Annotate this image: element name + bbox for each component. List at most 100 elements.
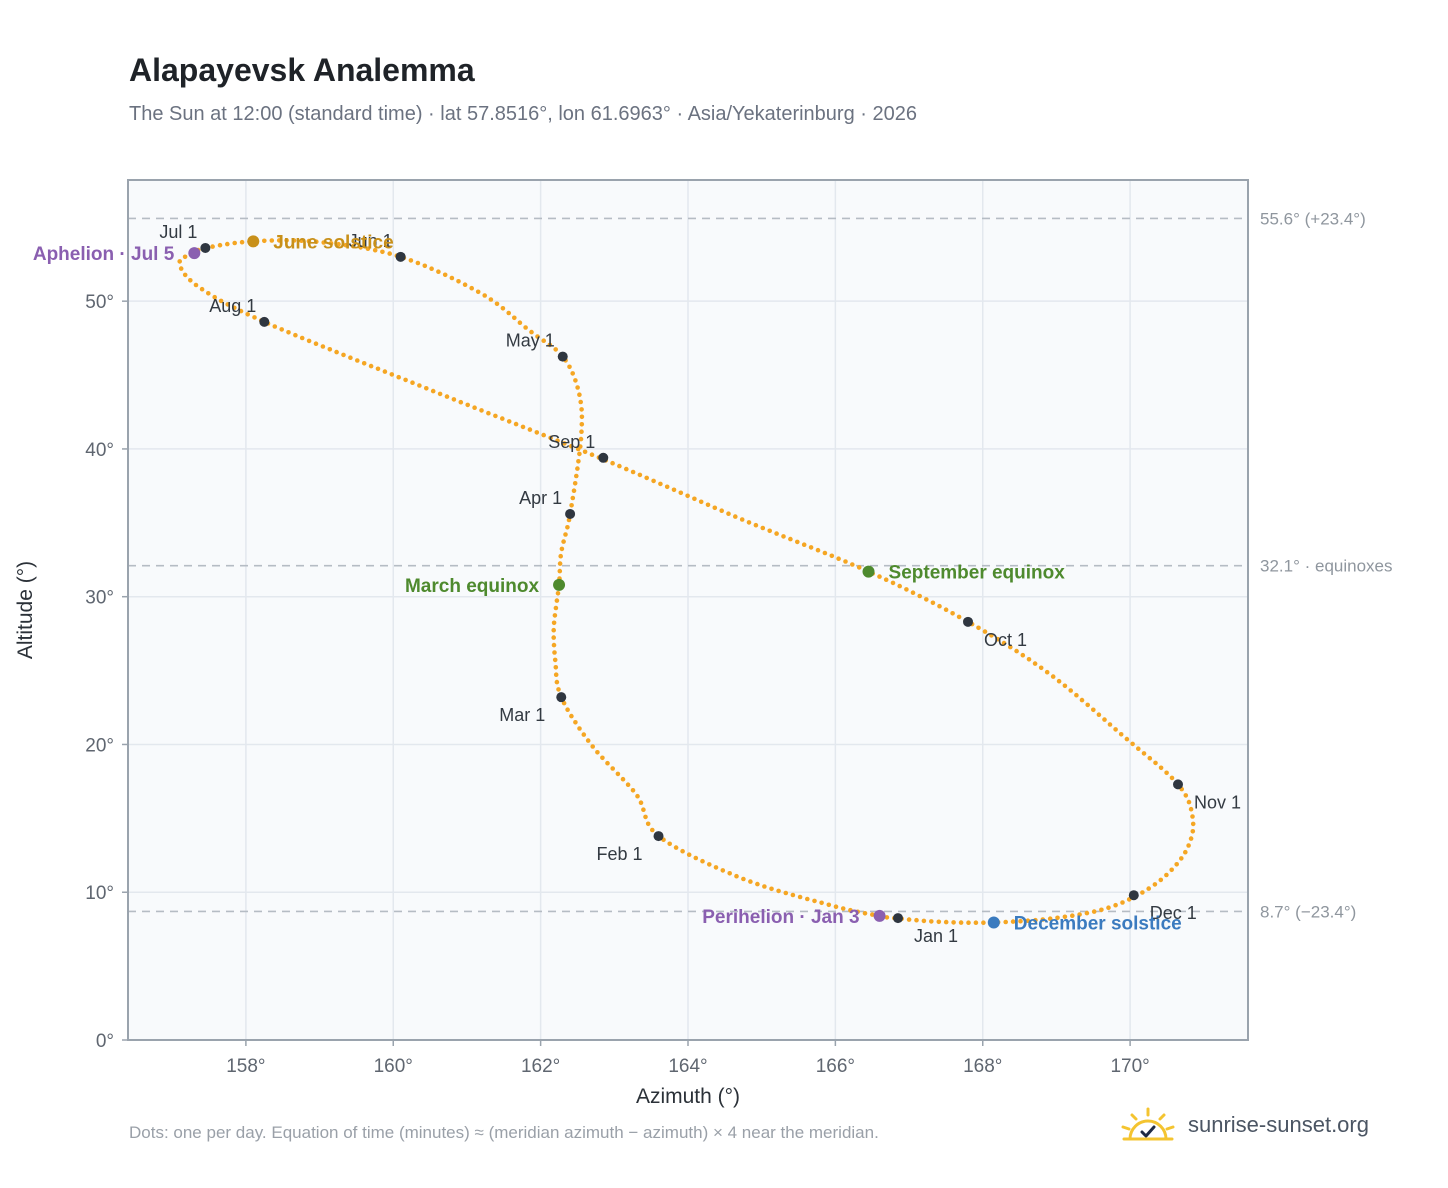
day-dot bbox=[1055, 915, 1060, 921]
day-dot bbox=[727, 871, 732, 876]
day-dot bbox=[415, 260, 421, 266]
day-dot bbox=[1190, 829, 1196, 834]
day-dot bbox=[430, 388, 436, 394]
day-dot bbox=[279, 327, 285, 332]
y-axis-label: Altitude (°) bbox=[14, 561, 37, 659]
reference-line-label: 8.7° (−23.4°) bbox=[1260, 902, 1356, 921]
day-dot bbox=[884, 915, 890, 920]
day-dot bbox=[563, 532, 568, 537]
day-dot bbox=[705, 502, 711, 508]
day-dot bbox=[348, 355, 353, 361]
day-dot bbox=[486, 410, 491, 416]
reference-line-label: 32.1° · equinoxes bbox=[1260, 557, 1393, 576]
day-dot bbox=[355, 358, 360, 363]
day-dot bbox=[643, 814, 648, 820]
day-dot bbox=[937, 603, 942, 609]
day-dot bbox=[783, 890, 789, 896]
day-dot bbox=[569, 713, 574, 719]
day-dot bbox=[822, 550, 828, 556]
day-dot bbox=[753, 522, 759, 528]
day-dot bbox=[877, 574, 882, 579]
day-dot bbox=[1091, 707, 1096, 713]
day-dot bbox=[569, 503, 574, 508]
day-dot bbox=[577, 451, 582, 457]
day-dot bbox=[551, 620, 557, 626]
day-dot bbox=[444, 394, 450, 399]
month-dot bbox=[556, 692, 567, 703]
day-dot bbox=[883, 577, 889, 582]
day-dot bbox=[801, 542, 807, 547]
day-dot bbox=[1118, 732, 1124, 737]
day-dot bbox=[569, 443, 574, 449]
day-dot bbox=[760, 525, 766, 531]
day-dot bbox=[720, 868, 726, 873]
x-tick-label: 160° bbox=[374, 1056, 413, 1077]
day-dot bbox=[1188, 836, 1194, 841]
day-dot bbox=[553, 347, 558, 352]
day-dot bbox=[269, 238, 275, 243]
day-dot bbox=[571, 488, 577, 494]
day-dot bbox=[726, 511, 731, 516]
day-dot bbox=[512, 315, 517, 321]
day-dot bbox=[408, 258, 414, 263]
day-dot bbox=[590, 744, 595, 749]
day-dot bbox=[848, 907, 853, 913]
day-dot bbox=[617, 463, 622, 469]
day-dot bbox=[567, 364, 572, 370]
event-dot bbox=[247, 235, 260, 248]
brand-logo[interactable]: sunrise-sunset.org bbox=[1120, 1100, 1369, 1150]
event-dot bbox=[188, 247, 201, 260]
day-dot bbox=[232, 240, 237, 246]
day-dot bbox=[686, 852, 692, 857]
day-dot bbox=[1140, 890, 1145, 895]
day-dot bbox=[936, 919, 942, 925]
day-dot bbox=[741, 876, 746, 882]
day-dot bbox=[914, 917, 919, 923]
day-dot bbox=[554, 679, 560, 685]
month-label: Jun 1 bbox=[349, 231, 393, 251]
day-dot bbox=[1018, 918, 1023, 924]
month-label: Nov 1 bbox=[1194, 792, 1241, 812]
day-dot bbox=[506, 419, 512, 424]
day-dot bbox=[1158, 765, 1164, 771]
day-dot bbox=[582, 449, 588, 455]
day-dot bbox=[951, 920, 956, 925]
day-dot bbox=[553, 672, 559, 677]
day-dot bbox=[500, 306, 506, 311]
day-dot bbox=[552, 613, 558, 618]
day-dot bbox=[840, 906, 846, 911]
event-label: September equinox bbox=[889, 563, 1066, 584]
day-dot bbox=[262, 238, 267, 244]
day-dot bbox=[1124, 736, 1130, 742]
day-dot bbox=[1074, 692, 1079, 698]
event-markers: June solstice March equinox September equi… bbox=[33, 232, 1182, 934]
day-dot bbox=[475, 289, 481, 295]
day-dot bbox=[238, 308, 244, 314]
day-dot bbox=[1113, 727, 1118, 732]
day-dot bbox=[465, 402, 471, 408]
day-dot bbox=[776, 888, 781, 894]
day-dot bbox=[585, 738, 591, 743]
day-dot bbox=[565, 707, 570, 712]
day-dot bbox=[781, 534, 786, 539]
day-dot bbox=[595, 750, 600, 755]
day-dot bbox=[577, 726, 582, 731]
day-dot bbox=[365, 246, 371, 251]
day-dot bbox=[328, 241, 334, 246]
day-dot bbox=[620, 776, 626, 782]
day-dot bbox=[534, 430, 540, 435]
day-dot bbox=[748, 879, 753, 884]
day-dot bbox=[774, 531, 779, 536]
day-dot bbox=[1107, 722, 1113, 727]
day-dot bbox=[805, 896, 810, 902]
day-dot bbox=[559, 546, 565, 552]
day-dot bbox=[506, 310, 512, 316]
day-dot bbox=[1047, 916, 1053, 921]
day-dot bbox=[755, 881, 760, 887]
day-dot bbox=[217, 242, 223, 248]
x-tick-label: 158° bbox=[226, 1056, 265, 1077]
day-dot bbox=[808, 545, 814, 550]
day-dot bbox=[557, 568, 563, 574]
reference-lines: 55.6° (+23.4°) 32.1° · equinoxes 8.7° (−23… bbox=[128, 209, 1393, 921]
